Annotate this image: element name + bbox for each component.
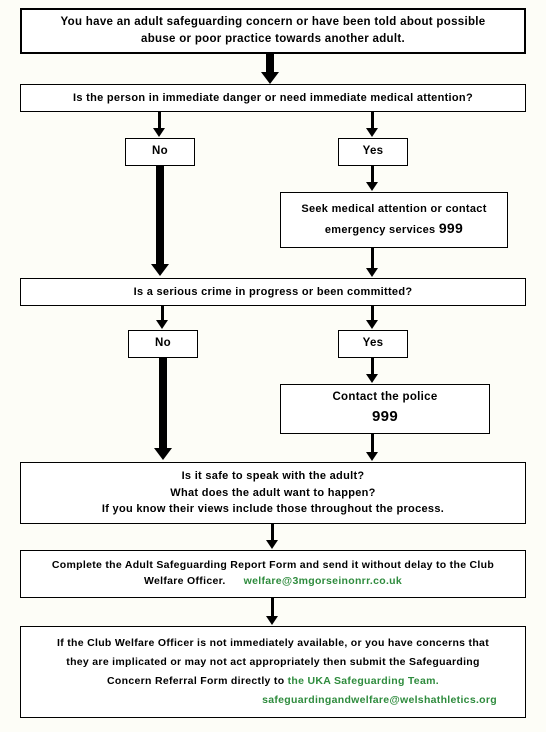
flowchart-no1-box: No <box>125 138 195 166</box>
flowchart-q2-box: Is a serious crime in progress or been c… <box>20 278 526 306</box>
arrow-step4-step5-head <box>266 616 278 625</box>
action1-line2: emergency services 999 <box>325 218 463 239</box>
flowchart-q1-box: Is the person in immediate danger or nee… <box>20 84 526 112</box>
arrow-no1-q2-head <box>151 264 169 276</box>
q3-line2: What does the adult want to happen? <box>170 485 375 502</box>
no1-text: No <box>152 143 168 160</box>
arrow-start-q1 <box>266 54 274 74</box>
flowchart-q3-box: Is it safe to speak with the adult? What… <box>20 462 526 524</box>
arrow-act1-q2-head <box>366 268 378 277</box>
arrow-q2-yes2-head <box>366 320 378 329</box>
flowchart-step5-box: If the Club Welfare Officer is not immed… <box>20 626 526 718</box>
action2-line1: Contact the police <box>332 389 437 406</box>
step5-line1: If the Club Welfare Officer is not immed… <box>57 634 489 653</box>
flowchart-yes2-box: Yes <box>338 330 408 358</box>
arrow-start-q1-head <box>261 72 279 84</box>
arrow-act1-q2 <box>371 248 374 270</box>
arrow-act2-q3 <box>371 434 374 454</box>
flowchart-no2-box: No <box>128 330 198 358</box>
arrow-no1-q2 <box>156 166 164 266</box>
q3-line1: Is it safe to speak with the adult? <box>182 468 365 485</box>
action2-line2: 999 <box>372 406 398 429</box>
flowchart-action2-box: Contact the police 999 <box>280 384 490 434</box>
arrow-act2-q3-head <box>366 452 378 461</box>
flowchart-action1-box: Seek medical attention or contact emerge… <box>280 192 508 248</box>
arrow-step4-step5 <box>271 598 274 618</box>
arrow-no2-q3-head <box>154 448 172 460</box>
yes1-text: Yes <box>363 143 384 160</box>
no2-text: No <box>155 335 171 352</box>
start-line2: abuse or poor practice towards another a… <box>141 31 405 48</box>
start-line1: You have an adult safeguarding concern o… <box>61 14 486 31</box>
step4-line2-wrap: Welfare Officer. welfare@3mgorseinonrr.c… <box>144 574 402 590</box>
q2-text: Is a serious crime in progress or been c… <box>134 284 413 301</box>
arrow-q3-step4-head <box>266 540 278 549</box>
step5-line3: Concern Referral Form directly to the UK… <box>107 672 439 691</box>
arrow-yes2-act2-head <box>366 374 378 383</box>
yes2-text: Yes <box>363 335 384 352</box>
step4-line1: Complete the Adult Safeguarding Report F… <box>52 558 494 574</box>
arrow-q1-no1-head <box>153 128 165 137</box>
step5-email: safeguardingandwelfare@welshathletics.or… <box>262 691 517 710</box>
q1-text: Is the person in immediate danger or nee… <box>73 90 473 107</box>
q3-line3: If you know their views include those th… <box>102 501 444 518</box>
arrow-q2-no2-head <box>156 320 168 329</box>
flowchart-step4-box: Complete the Adult Safeguarding Report F… <box>20 550 526 598</box>
action1-line1: Seek medical attention or contact <box>301 201 486 218</box>
flowchart-yes1-box: Yes <box>338 138 408 166</box>
arrow-yes1-act1-head <box>366 182 378 191</box>
step4-email: welfare@3mgorseinonrr.co.uk <box>244 574 402 590</box>
arrow-q1-yes1-head <box>366 128 378 137</box>
step4-line2: Welfare Officer. <box>144 574 226 590</box>
flowchart-start-box: You have an adult safeguarding concern o… <box>20 8 526 54</box>
step5-line2: they are implicated or may not act appro… <box>66 653 479 672</box>
arrow-no2-q3 <box>159 358 167 450</box>
